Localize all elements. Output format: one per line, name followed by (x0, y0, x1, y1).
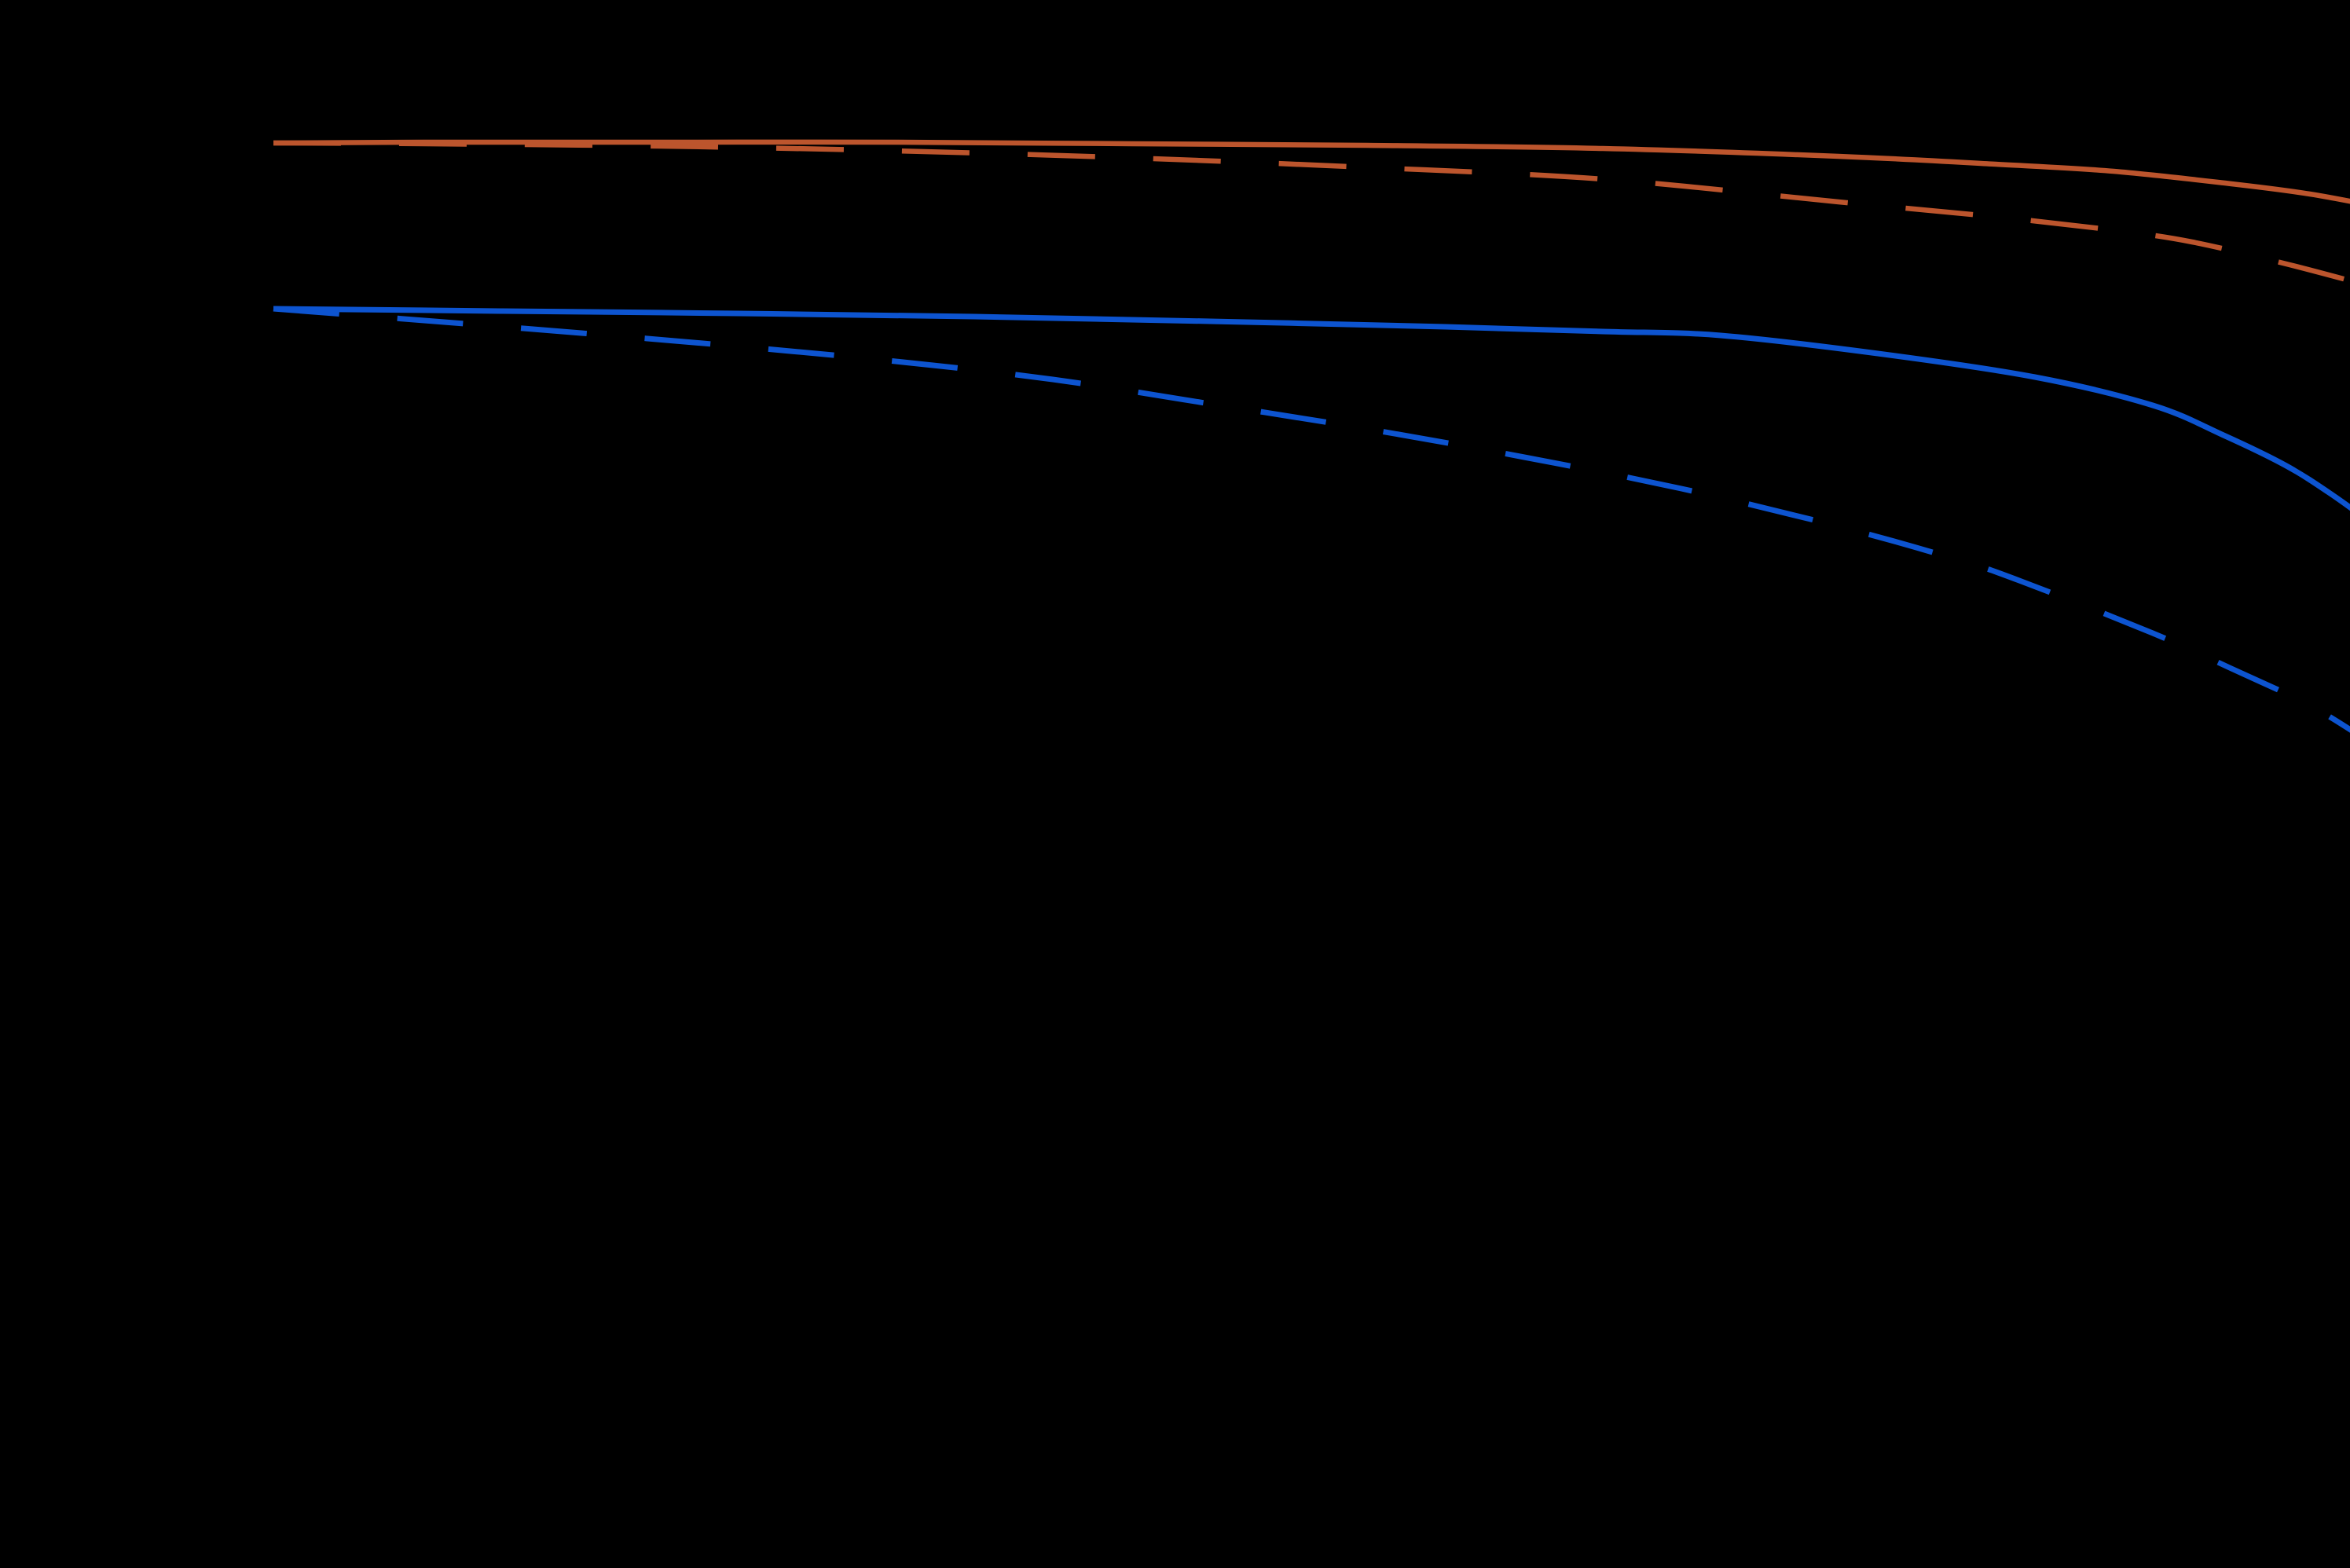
blue-solid-curve (273, 306, 2350, 511)
line-chart-canvas (273, 139, 2350, 733)
orange-solid-curve (273, 139, 2350, 204)
blue-dashed-curve (273, 306, 2350, 733)
orange-dashed-curve (273, 140, 2350, 284)
line-chart-figure (31, 13, 2350, 1555)
